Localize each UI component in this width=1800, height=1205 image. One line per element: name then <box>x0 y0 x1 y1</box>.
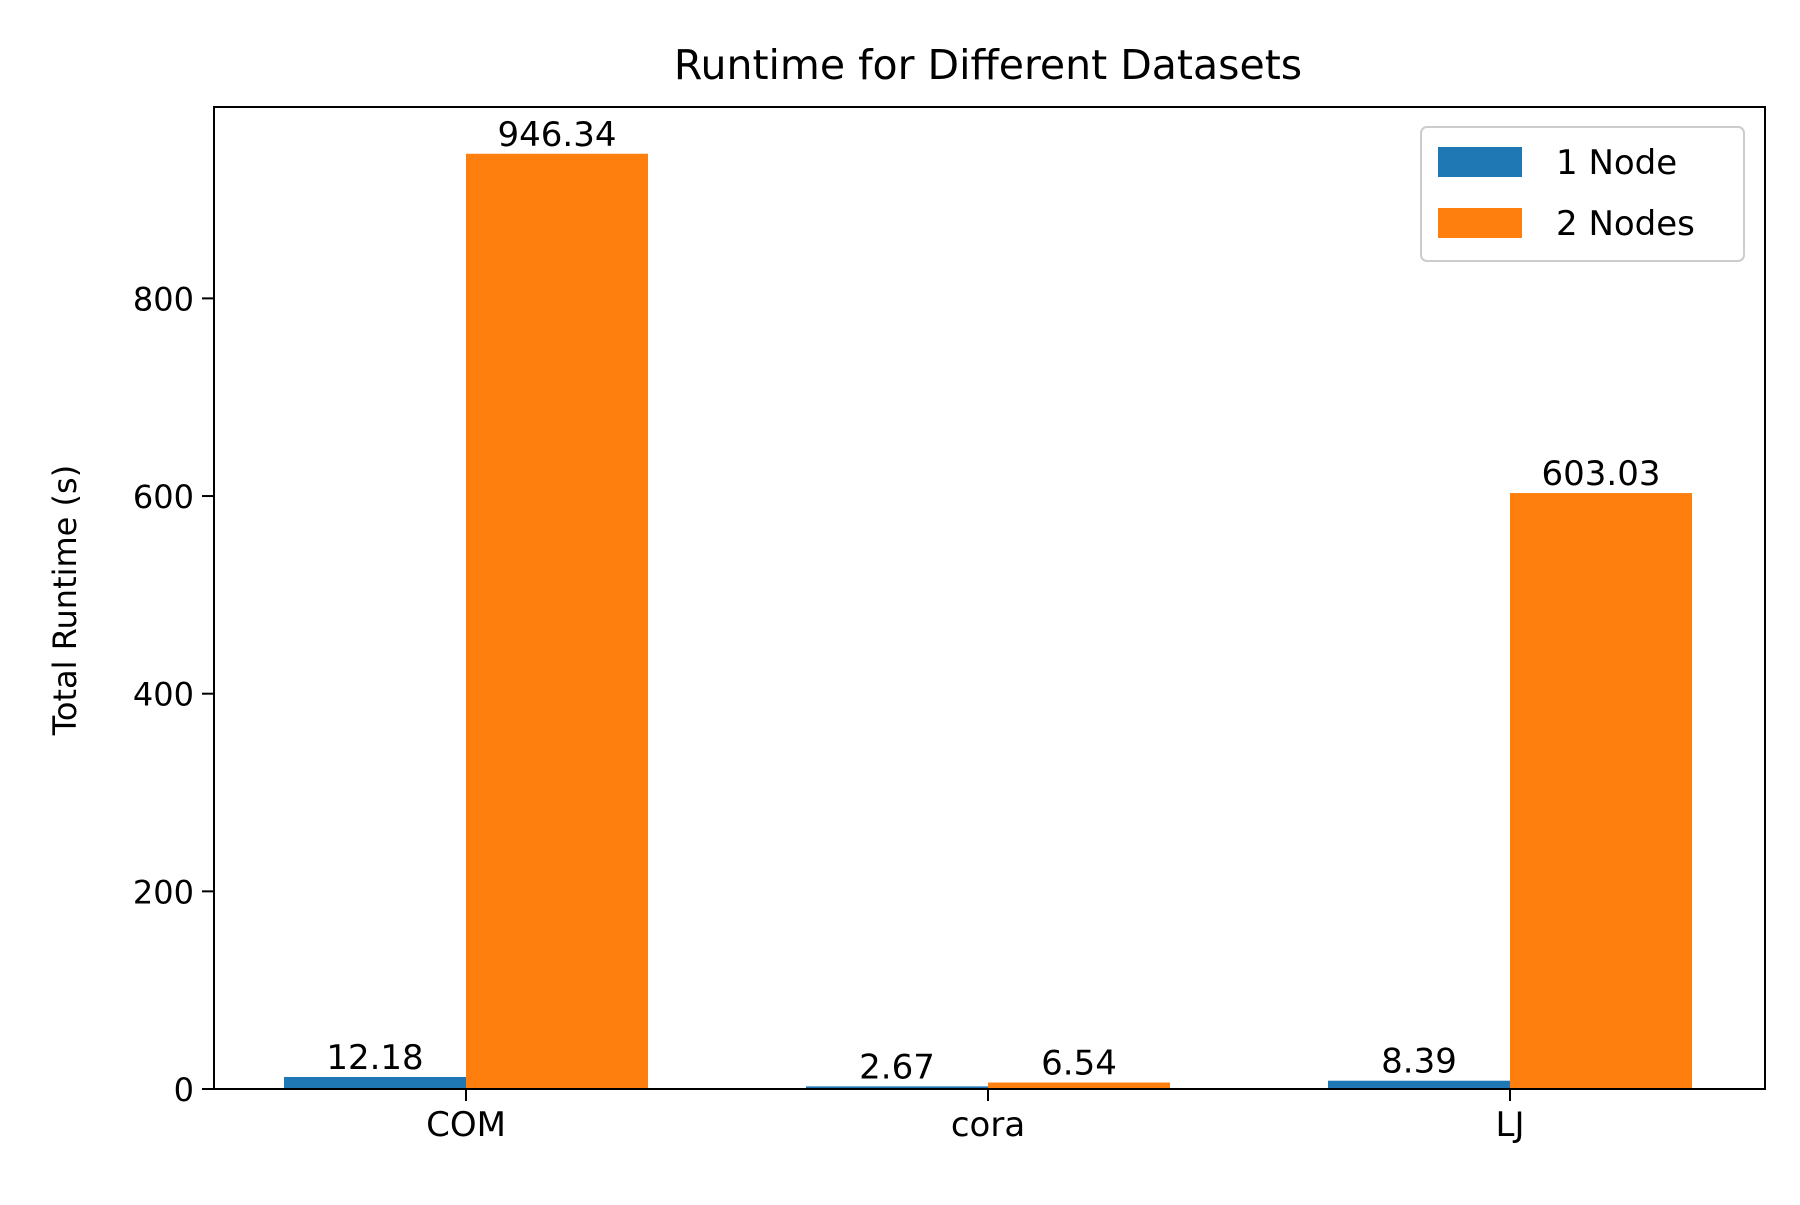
axes-frame <box>213 106 1766 1090</box>
bar-value-label: 8.39 <box>1381 1042 1457 1082</box>
legend: 1 Node 2 Nodes <box>1420 126 1745 262</box>
bar-1-node-cora <box>806 1086 988 1089</box>
y-tick-label: 800 <box>133 280 194 318</box>
x-tick-label: COM <box>426 1105 506 1145</box>
bar-2-nodes-com <box>466 153 648 1090</box>
y-tick-label: 200 <box>133 873 194 911</box>
y-axis-label: Total Runtime (s) <box>46 465 84 736</box>
legend-label: 2 Nodes <box>1556 204 1695 244</box>
bar-value-label: 6.54 <box>1041 1044 1117 1084</box>
legend-swatch <box>1438 147 1522 177</box>
bar-value-label: 946.34 <box>498 115 617 155</box>
legend-swatch <box>1438 208 1522 238</box>
bar-1-node-com <box>284 1076 466 1089</box>
bar-1-node-lj <box>1328 1080 1510 1089</box>
chart-title: Runtime for Different Datasets <box>674 41 1302 89</box>
y-tick-label: 0 <box>174 1071 194 1109</box>
bar-value-label: 12.18 <box>326 1038 423 1078</box>
plot-area: 12.18 2.67 8.39 946.34 6.54 603.03 0 200 400 600 8… <box>133 106 1766 1145</box>
y-tick-label: 600 <box>133 478 194 516</box>
bar-value-label: 603.03 <box>1542 454 1661 494</box>
bar-2-nodes-cora <box>988 1082 1170 1089</box>
x-tick-label: LJ <box>1496 1105 1525 1145</box>
bar-value-label: 2.67 <box>859 1047 935 1087</box>
bar-2-nodes-lj <box>1510 493 1692 1089</box>
y-tick-label: 400 <box>133 676 194 714</box>
x-tick-label: cora <box>951 1105 1025 1145</box>
legend-label: 1 Node <box>1556 143 1677 183</box>
